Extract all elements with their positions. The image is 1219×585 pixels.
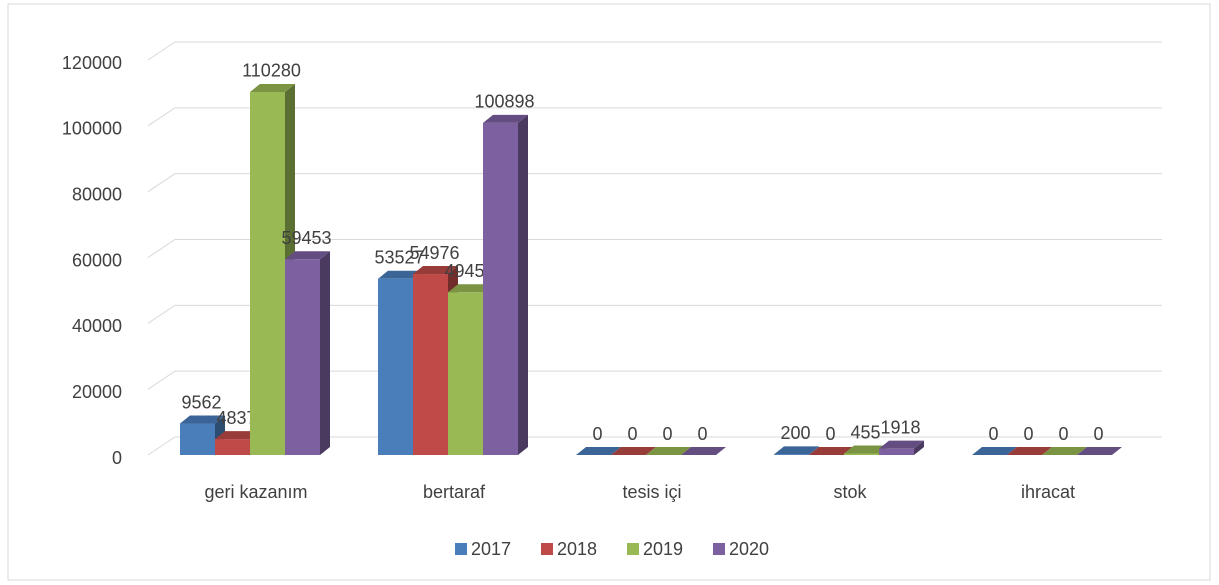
bar-side	[518, 114, 528, 456]
bar-side	[320, 251, 330, 455]
legend-swatch	[713, 543, 725, 555]
data-label: 0	[697, 424, 707, 444]
data-label: 0	[592, 424, 602, 444]
bar	[483, 122, 518, 456]
data-label: 0	[988, 424, 998, 444]
legend-swatch	[541, 543, 553, 555]
bar-top	[646, 447, 691, 455]
bar-top	[611, 447, 656, 455]
bar-top	[250, 83, 295, 92]
legend-label: 2019	[643, 539, 683, 559]
data-label: 100898	[474, 92, 534, 112]
x-tick-label: tesis içi	[622, 482, 681, 502]
bar-top	[879, 440, 924, 449]
bar-top	[809, 447, 854, 455]
bar	[879, 448, 914, 455]
bar	[844, 453, 879, 455]
bar-top	[681, 447, 726, 455]
x-tick-label: stok	[833, 482, 867, 502]
bar-top	[413, 266, 458, 275]
legend-swatch	[627, 543, 639, 555]
data-label: 0	[627, 424, 637, 444]
bar-top	[972, 447, 1017, 455]
y-tick-label: 40000	[72, 316, 122, 336]
data-label: 0	[1093, 424, 1103, 444]
grid-line	[147, 107, 1162, 127]
data-label: 110280	[242, 61, 301, 81]
bar-top	[378, 270, 423, 279]
bar-top	[1007, 447, 1052, 455]
bar-top	[576, 447, 621, 455]
x-tick-label: ihracat	[1021, 482, 1075, 502]
bar-top	[1042, 447, 1087, 455]
bar-top	[774, 446, 819, 455]
legend-label: 2017	[471, 539, 511, 559]
y-tick-label: 0	[112, 448, 122, 468]
bar	[448, 292, 483, 455]
bar	[180, 423, 215, 455]
data-label: 1918	[880, 417, 920, 437]
data-label: 9562	[181, 392, 221, 412]
grid-line	[147, 436, 1162, 456]
bar	[215, 439, 250, 455]
bar-top	[180, 415, 225, 424]
grid-line	[147, 370, 1162, 390]
chart-frame	[7, 3, 1211, 581]
bar-top	[483, 114, 528, 123]
bar-side	[809, 446, 819, 455]
bar	[378, 278, 413, 455]
data-label: 49457	[444, 261, 494, 281]
y-tick-label: 60000	[72, 250, 122, 270]
data-label: 455	[850, 422, 880, 442]
data-label: 0	[662, 424, 672, 444]
y-tick-label: 120000	[62, 53, 122, 73]
bar	[413, 274, 448, 455]
legend-label: 2020	[729, 539, 769, 559]
bar	[774, 454, 809, 455]
grid-line	[147, 173, 1162, 193]
data-label: 0	[825, 424, 835, 444]
y-tick-label: 80000	[72, 184, 122, 204]
legend-swatch	[455, 543, 467, 555]
data-label: 0	[1058, 424, 1068, 444]
bar	[250, 91, 285, 456]
bar-top	[1077, 447, 1122, 455]
x-tick-label: bertaraf	[423, 482, 486, 502]
data-label: 59453	[281, 228, 331, 248]
bar-top	[285, 251, 330, 260]
data-label: 200	[780, 423, 810, 443]
data-label: 54976	[409, 243, 459, 263]
bar-top	[844, 445, 889, 454]
legend-label: 2018	[557, 539, 597, 559]
grid-line	[147, 41, 1162, 61]
data-label: 4837	[216, 408, 256, 428]
x-tick-label: geri kazanım	[204, 482, 307, 502]
data-label: 53527	[374, 248, 424, 268]
bar-side	[914, 440, 924, 455]
data-label: 0	[1023, 424, 1033, 444]
y-tick-label: 100000	[62, 119, 122, 139]
grid-line	[147, 239, 1162, 258]
bar	[285, 259, 320, 455]
bar-top	[448, 284, 493, 293]
bar-top	[215, 431, 260, 440]
grid-line	[147, 304, 1162, 324]
y-tick-label: 20000	[72, 382, 122, 402]
